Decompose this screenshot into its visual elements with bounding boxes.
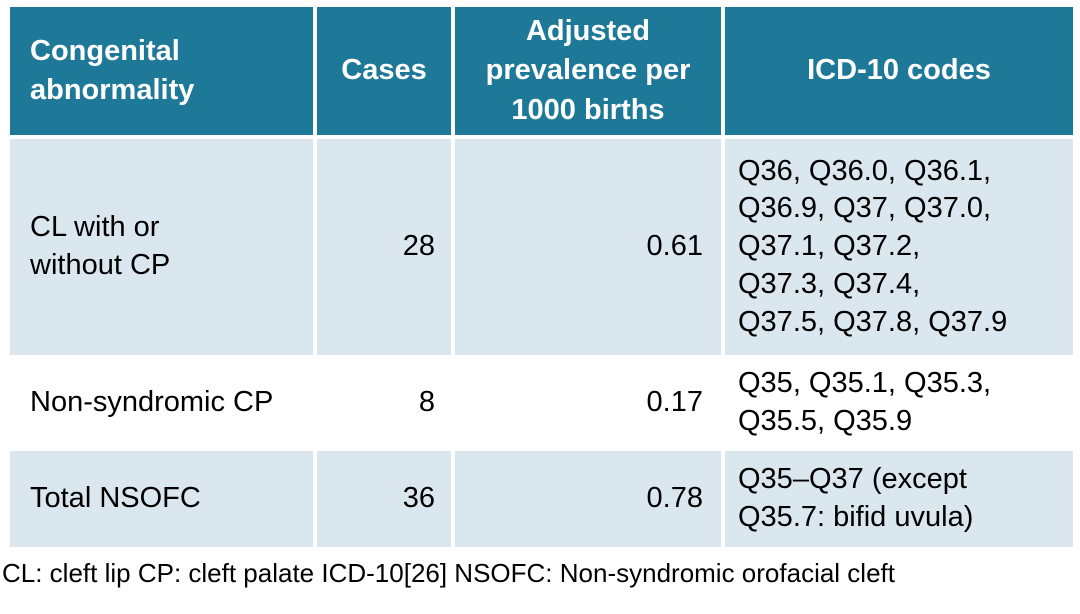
cell-row2-cases: 8: [317, 359, 451, 447]
cell-row3-prevalence: 0.78: [455, 451, 721, 547]
cell-row1-icd10: Q36, Q36.0, Q36.1, Q36.9, Q37, Q37.0, Q3…: [725, 139, 1073, 355]
cell-row1-cases: 28: [317, 139, 451, 355]
cell-row3-cases: 36: [317, 451, 451, 547]
cell-row3-icd10: Q35–Q37 (except Q35.7: bifid uvula): [725, 451, 1073, 547]
column-header-adjusted-prevalence: Adjusted prevalence per 1000 births: [455, 7, 721, 135]
column-header-congenital-abnormality: Congenital abnormality: [10, 7, 313, 135]
cell-row2-prevalence: 0.17: [455, 359, 721, 447]
cell-row1-abnormality: CL with or without CP: [10, 139, 313, 355]
column-header-cases: Cases: [317, 7, 451, 135]
cell-row3-abnormality: Total NSOFC: [10, 451, 313, 547]
cell-row2-icd10: Q35, Q35.1, Q35.3, Q35.5, Q35.9: [725, 359, 1073, 447]
cell-row2-abnormality: Non-syndromic CP: [10, 359, 313, 447]
column-header-icd10-codes: ICD-10 codes: [725, 7, 1073, 135]
cell-row1-prevalence: 0.61: [455, 139, 721, 355]
prevalence-table: Congenital abnormality Cases Adjusted pr…: [10, 7, 1073, 547]
table-footnote: CL: cleft lip CP: cleft palate ICD-10[26…: [2, 558, 895, 588]
